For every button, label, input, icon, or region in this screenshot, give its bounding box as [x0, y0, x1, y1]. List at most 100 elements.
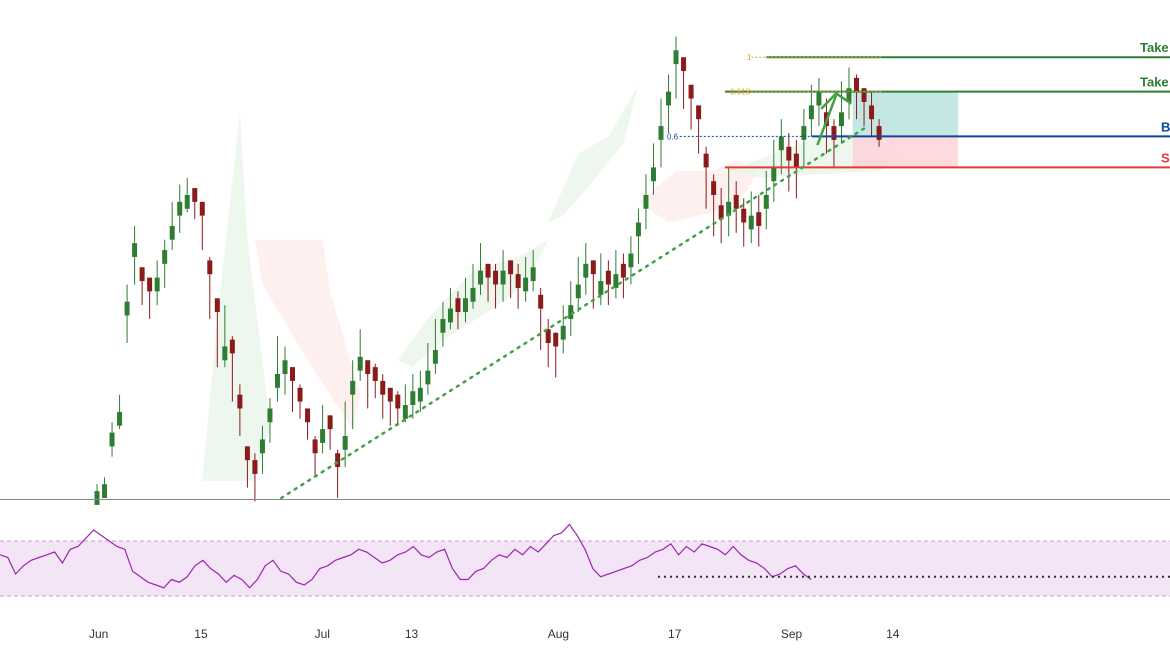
candle-body [387, 387, 393, 402]
candle-body [869, 105, 875, 120]
entry-label: B [1161, 119, 1170, 134]
projection-arrowhead [820, 91, 852, 110]
candle-body [417, 387, 423, 402]
tick-label: Sep [781, 627, 803, 641]
candle-body [478, 270, 484, 285]
candle-body [696, 105, 702, 120]
candle-body [523, 277, 529, 292]
tick-label: Aug [548, 627, 569, 641]
candle-body [297, 387, 303, 402]
stop-label: S [1161, 150, 1170, 165]
candle-body [846, 88, 852, 102]
candle-body [184, 194, 190, 209]
candle-body [500, 270, 506, 285]
candle-body [252, 460, 258, 474]
candle-body [229, 339, 235, 354]
fib-level-label: 0.618 [730, 88, 751, 97]
rsi-pane [0, 523, 1170, 597]
candle-body [425, 370, 431, 385]
candle-body [703, 153, 709, 168]
price-levels [0, 56, 1170, 500]
candle-body [741, 208, 747, 223]
take-profit-2-label: Take [1140, 40, 1169, 55]
candle-body [786, 146, 792, 161]
candle-body [771, 167, 777, 182]
candle-body [711, 181, 717, 195]
candle-body [575, 284, 581, 299]
candle-body [274, 374, 280, 388]
candle-body [666, 91, 672, 106]
candle-body [613, 274, 619, 288]
candle-body [432, 349, 438, 364]
candle-body [756, 212, 762, 226]
candle-body [598, 281, 604, 295]
candle-body [132, 243, 138, 257]
candle-body [455, 298, 461, 313]
candle-body [169, 225, 175, 240]
candle-body [222, 346, 228, 361]
candle-body [290, 367, 296, 381]
projection-arrow [816, 94, 838, 146]
candle-body [876, 126, 882, 140]
candle-body [568, 305, 574, 319]
fib-level-label: 0.6 [667, 132, 679, 141]
tick-label: Jul [315, 627, 330, 641]
candle-body [109, 432, 115, 447]
candle-body [410, 391, 416, 406]
candlestick-series [94, 36, 882, 505]
candle-body [470, 287, 476, 302]
candle-body [192, 188, 198, 202]
candle-body [312, 439, 318, 454]
ascending-trendline [279, 124, 870, 500]
candle-body [831, 126, 837, 140]
candle-body [493, 270, 499, 285]
candle-body [320, 429, 326, 443]
candle-body [207, 260, 213, 275]
candle-body [733, 194, 739, 209]
candle-body [124, 301, 130, 316]
candle-body [402, 405, 408, 419]
candle-body [838, 112, 844, 127]
level-labels: Take Take B S 1 0.618 0.6 [667, 40, 1170, 165]
candle-body [673, 50, 679, 65]
candle-body [620, 263, 626, 278]
candle-body [808, 105, 814, 120]
candle-body [282, 360, 288, 375]
candle-body [335, 453, 341, 468]
time-axis: Jun 15 Jul 13 Aug 17 Sep 14 [89, 627, 900, 641]
candle-body [658, 126, 664, 140]
candle-body [244, 446, 250, 461]
candle-body [681, 57, 687, 71]
tick-label: Jun [89, 627, 108, 641]
reward-zone [852, 91, 959, 137]
candle-body [372, 367, 378, 381]
candle-body [854, 77, 860, 92]
candle-body [605, 270, 611, 285]
candle-body [650, 167, 656, 182]
tick-label: 14 [886, 627, 900, 641]
candle-body [778, 136, 784, 151]
candle-body [365, 360, 371, 375]
candle-body [350, 380, 356, 395]
candle-body [763, 194, 769, 209]
candle-body [154, 277, 160, 292]
candle-body [199, 201, 205, 216]
candle-body [177, 201, 183, 216]
candle-body [102, 484, 108, 498]
candle-body [139, 267, 145, 282]
rsi-line [0, 523, 812, 589]
cloud-band [202, 112, 270, 481]
candle-body [259, 439, 265, 454]
candle-body [861, 88, 867, 102]
candle-body [726, 201, 732, 216]
candle-body [538, 294, 544, 309]
candle-body [635, 222, 641, 237]
candle-body [357, 356, 363, 371]
candle-body [718, 205, 724, 220]
candle-body [793, 153, 799, 168]
candle-body [237, 394, 243, 409]
candle-body [553, 332, 559, 347]
candle-body [583, 263, 589, 278]
candle-body [748, 215, 754, 230]
